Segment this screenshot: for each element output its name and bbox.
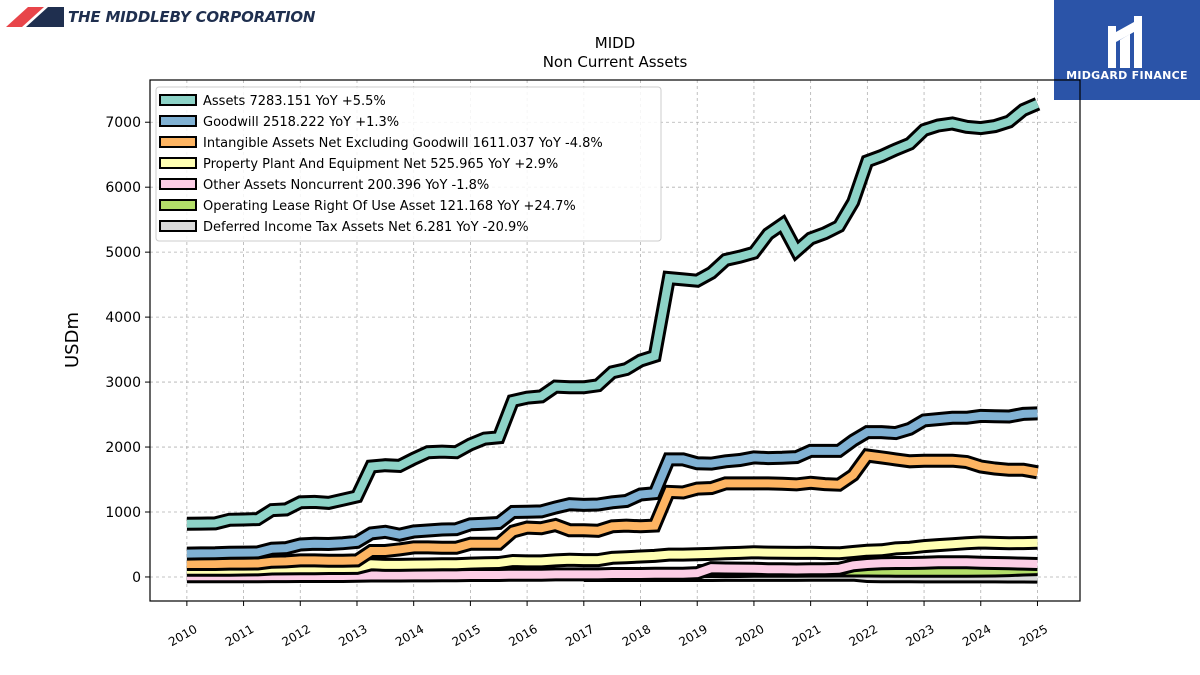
legend-swatch (159, 157, 197, 169)
legend-swatch (159, 115, 197, 127)
logo-mark-icon (6, 7, 64, 27)
x-tick-label: 2010 (166, 622, 199, 649)
x-tick-label: 2021 (790, 622, 823, 649)
legend-entry: Property Plant And Equipment Net 525.965… (203, 157, 558, 172)
series-line (186, 448, 1039, 571)
x-tick-label: 2012 (280, 622, 313, 649)
series-stroke (186, 538, 1038, 574)
legend-entry: Assets 7283.151 YoY +5.5% (203, 94, 386, 109)
x-tick-label: 2011 (223, 622, 256, 649)
series-stroke (186, 558, 1038, 581)
series-stroke (186, 451, 1039, 568)
y-tick-label: 7000 (105, 115, 141, 131)
legend-swatch (159, 178, 197, 190)
series-line (186, 406, 1038, 561)
x-tick-label: 2017 (563, 622, 596, 649)
company-name: THE MIDDLEBY CORPORATION (68, 8, 316, 26)
legend-entry: Deferred Income Tax Assets Net 6.281 YoY… (203, 220, 529, 235)
x-axis: 2010 2011 2012 2013 2014 2015 2016 2017 2018 2019… (166, 601, 1050, 649)
legend: Assets 7283.151 YoY +5.5% Goodwill 2518.2… (155, 86, 662, 242)
x-tick-label: 2024 (960, 622, 993, 649)
x-tick-label: 2014 (393, 622, 426, 649)
legend-swatch (159, 199, 197, 211)
company-logo: THE MIDDLEBY CORPORATION (6, 6, 315, 28)
legend-box (155, 86, 662, 242)
legend-swatch (159, 94, 197, 106)
x-tick-label: 2016 (506, 622, 539, 649)
brand-logo: MIDGARD FINANCE (1054, 0, 1200, 100)
x-tick-label: 2025 (1017, 622, 1050, 649)
y-axis: 0 1000 2000 3000 4000 5000 6000 7000 (105, 115, 150, 586)
y-tick-label: 5000 (105, 245, 141, 261)
x-tick-label: 2022 (847, 622, 880, 649)
x-tick-label: 2018 (620, 622, 653, 649)
legend-entry: Other Assets Noncurrent 200.396 YoY -1.8… (203, 178, 489, 193)
legend-swatch (159, 136, 197, 148)
series-line (186, 97, 1041, 531)
y-tick-label: 3000 (105, 375, 141, 391)
chart-subtitle: Non Current Assets (543, 53, 688, 71)
series-layer (186, 97, 1041, 584)
y-axis-label: USDm (62, 312, 83, 368)
y-tick-label: 2000 (105, 440, 141, 456)
legend-swatch (159, 220, 197, 232)
y-tick-label: 6000 (105, 180, 141, 196)
axes-frame (149, 79, 1081, 602)
brand-mark-icon (1108, 16, 1142, 68)
series-stroke (186, 100, 1040, 528)
chart-title: MIDD (595, 34, 635, 52)
legend-entry: Goodwill 2518.222 YoY +1.3% (203, 115, 399, 130)
legend-entry: Operating Lease Right Of Use Asset 121.1… (203, 199, 576, 214)
x-tick-label: 2023 (903, 622, 936, 649)
y-tick-label: 1000 (105, 505, 141, 521)
x-tick-label: 2013 (336, 622, 369, 649)
series-line (186, 555, 1038, 584)
brand-name: MIDGARD FINANCE (1066, 69, 1188, 82)
x-tick-label: 2015 (450, 622, 483, 649)
series-stroke (186, 409, 1038, 558)
x-tick-label: 2020 (733, 622, 766, 649)
y-tick-label: 0 (132, 570, 141, 586)
x-tick-label: 2019 (676, 622, 709, 649)
y-tick-label: 4000 (105, 310, 141, 326)
legend-entry: Intangible Assets Net Excluding Goodwill… (203, 136, 603, 151)
series-line (186, 535, 1038, 577)
